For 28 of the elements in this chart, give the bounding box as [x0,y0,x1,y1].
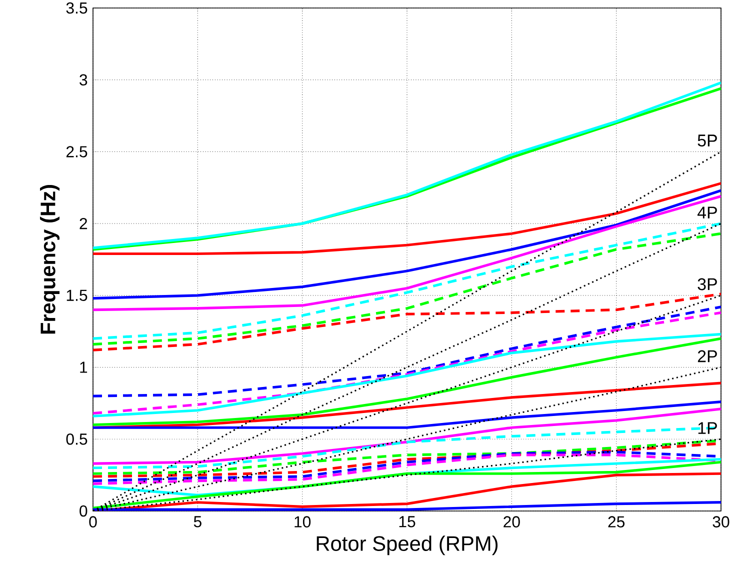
y-tick-label: 3.5 [66,2,88,14]
series-label: 5P [698,134,717,147]
x-tick-label: 15 [399,516,416,528]
x-tick-label: 5 [194,516,202,528]
series-label: 3P [698,278,717,290]
series-label: 4P [697,206,717,218]
line-series [93,408,722,465]
y-tick-label: 3 [80,74,88,86]
y-tick-label: 2 [80,218,88,230]
x-tick-label: 30 [712,516,730,528]
series-label: 2P [698,350,717,362]
line-series [93,182,722,256]
series-label: 1P [698,422,717,434]
y-tick-label: 1.5 [66,290,88,301]
x-tick-label: 10 [294,516,311,528]
line-series [93,306,722,398]
line-series [93,292,722,352]
x-tick-label: 0 [89,516,97,528]
y-axis-title: Frequency (Hz) [40,185,60,334]
x-tick-label: 25 [608,516,625,528]
line-series [93,460,722,510]
y-tick-label: 0.5 [66,433,88,445]
line-series [93,311,722,415]
x-axis-title: Rotor Speed (RPM) [316,536,498,556]
x-tick-label: 20 [504,516,520,528]
y-tick-label: 0 [80,505,88,517]
y-tick-label: 1 [80,362,88,373]
y-tick-label: 2.5 [66,146,88,158]
